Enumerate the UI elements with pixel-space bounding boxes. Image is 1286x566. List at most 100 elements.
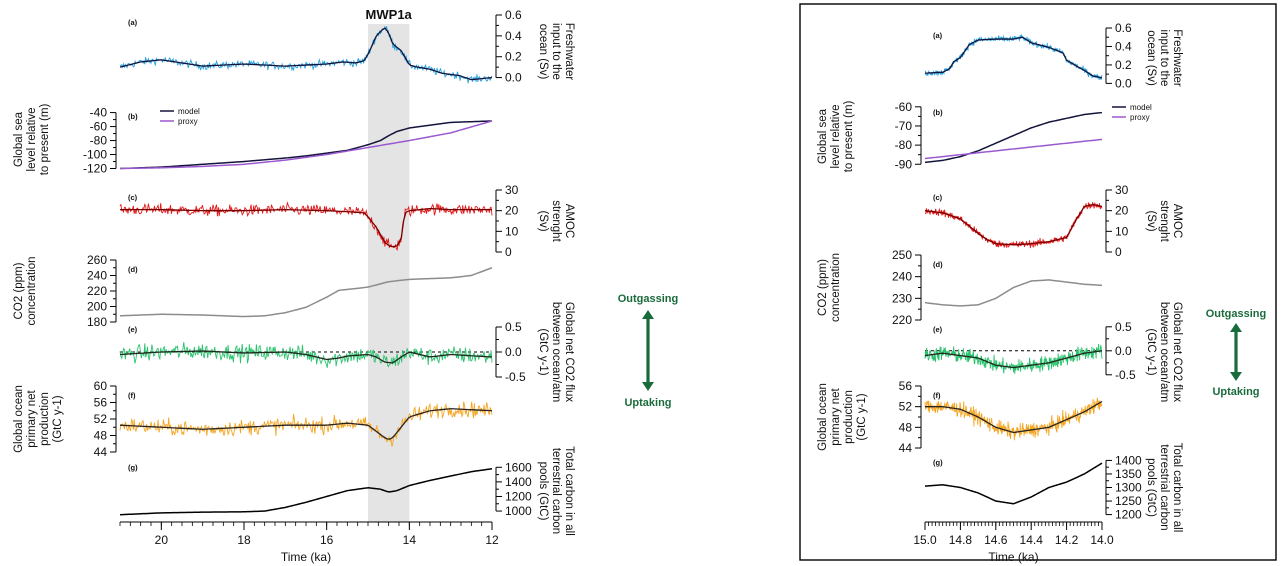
series-line	[924, 279, 1103, 307]
y-axis-label-line: (GtC y-1)	[52, 395, 64, 442]
y-tick-label: 230	[892, 291, 912, 305]
y-axis-label-line: primary net	[26, 389, 38, 447]
series-raw-line	[924, 34, 1103, 81]
y-tick-label: -120	[83, 162, 107, 176]
y-axis-label-line: pools (GtC)	[537, 462, 549, 521]
y-axis-label-line: CO2 (ppm)	[13, 262, 25, 319]
panel-left-a: 0.0 0.2 0.4 0.6 (a) Freshwaterinput to theoce…	[119, 8, 575, 85]
y-axis-label-line: production	[843, 390, 855, 444]
y-axis-label-line: (Sv)	[537, 210, 549, 231]
series-line-proxy	[924, 138, 1103, 160]
y-axis-label: Total carbon in allterrestrial carbonpoo…	[537, 446, 575, 536]
panel-letter: (e)	[128, 325, 138, 334]
highlight-band	[368, 24, 410, 522]
series-line	[120, 208, 492, 248]
y-axis-label-line: terrestrial carbon	[550, 448, 562, 534]
flux-direction-annotation: Outgassing Uptaking	[618, 293, 679, 409]
panel-letter: (g)	[933, 458, 943, 467]
y-tick-label: 10	[505, 224, 519, 238]
panel-left-f: 44 48 52 56 60 (f) Global oceanprimary netprod…	[13, 379, 493, 459]
series-line	[119, 468, 493, 516]
y-axis-label-line: CO2 (ppm)	[817, 259, 829, 316]
y-axis-label-line: pools (GtC)	[1145, 458, 1157, 517]
y-axis-label-line: Global ocean	[13, 385, 25, 453]
y-axis-label-line: AMOC	[563, 204, 575, 239]
panel-letter: (b)	[128, 112, 138, 121]
y-axis-label-line: primary net	[830, 387, 842, 445]
panel-right-f: 44 48 52 56 (f) Global oceanprimary netproduc…	[817, 379, 1103, 455]
y-axis-label-line: Global sea	[817, 108, 829, 164]
y-tick-label: 1200	[1115, 508, 1142, 522]
x-tick-label: 14.6	[984, 533, 1008, 547]
y-tick-label: 250	[892, 248, 912, 262]
y-axis-label: Global sealevel relativeto present (m)	[13, 104, 51, 176]
x-tick-label: 14	[403, 533, 417, 547]
y-axis-label-line: input to the	[1158, 30, 1170, 87]
y-tick-label: -60	[895, 100, 913, 114]
y-axis-label-line: Total carbon in all	[1171, 443, 1183, 533]
y-axis-label-line: Global net CO2 flux	[1171, 302, 1183, 403]
panel-letter: (e)	[933, 325, 943, 334]
y-tick-label: 56	[899, 379, 913, 393]
x-tick-label: 14.8	[949, 533, 973, 547]
y-tick-label: 1400	[505, 475, 532, 489]
y-axis-label: AMOCstrenght(Sv)	[537, 200, 575, 242]
panel-letter: (c)	[933, 193, 943, 202]
y-tick-label: 260	[87, 253, 107, 267]
legend-label: model	[178, 107, 200, 116]
arrow-down-head-icon	[1230, 372, 1242, 381]
series-line	[924, 462, 1103, 505]
y-tick-label: 48	[899, 420, 913, 434]
y-tick-label: 0.2	[505, 50, 522, 64]
highlight-label: MWP1a	[366, 7, 413, 22]
x-tick-label: 12	[485, 533, 499, 547]
uptaking-label: Uptaking	[624, 397, 671, 409]
panel-letter: (d)	[128, 265, 138, 274]
y-axis-label-line: (GtC y-1)	[537, 328, 549, 375]
series-line	[924, 350, 1103, 369]
y-tick-label: 0.0	[1115, 76, 1132, 90]
y-tick-label: 60	[94, 379, 108, 393]
y-tick-label: 0.6	[1115, 21, 1132, 35]
y-tick-label: 240	[87, 269, 107, 283]
series-line	[119, 350, 493, 364]
y-tick-label: -80	[895, 138, 913, 152]
series-raw-line	[924, 397, 1103, 441]
y-axis-label-line: AMOC	[1171, 204, 1183, 239]
panel-letter: (d)	[933, 260, 943, 269]
y-tick-label: -60	[90, 120, 108, 134]
y-axis-label: Freshwaterinput to theocean (Sv)	[537, 23, 575, 81]
y-tick-label: 1200	[505, 489, 532, 503]
y-tick-label: -40	[90, 106, 108, 120]
y-tick-label: 180	[87, 315, 107, 329]
chart-frame	[799, 3, 1277, 561]
series-line-proxy	[119, 120, 493, 170]
x-axis: 15.0 14.8 14.6 14.4 14.2 14.0 Time (ka)	[913, 521, 1114, 564]
panel-right-b: -90 -80 -70 -60 (b) Global sealevel relativet…	[817, 100, 1152, 172]
series-raw-line	[924, 202, 1103, 249]
y-axis-label-line: Global net CO2 flux	[563, 302, 575, 403]
y-tick-label: 1250	[1115, 494, 1142, 508]
series-line	[119, 408, 493, 440]
panel-letter: (b)	[933, 108, 943, 117]
legend-label: model	[1130, 103, 1152, 112]
y-axis-label-line: to present (m)	[39, 104, 51, 176]
y-axis-label-line: (Sv)	[1145, 210, 1157, 231]
outgassing-label: Outgassing	[618, 293, 679, 305]
y-tick-label: 56	[94, 396, 108, 410]
panel-letter: (c)	[128, 193, 138, 202]
panel-letter: (f)	[933, 391, 941, 400]
arrow-up-head-icon	[642, 310, 654, 319]
y-axis-label-line: (GtC y-1)	[856, 393, 868, 440]
y-axis-label: CO2 (ppm)concentration	[817, 253, 842, 322]
y-tick-label: -80	[90, 134, 108, 148]
y-tick-label: 30	[505, 183, 519, 197]
y-tick-label: 20	[505, 204, 519, 218]
panel-left-c: 0 10 20 30 (c) AMOCstrenght(Sv)	[119, 183, 575, 259]
y-tick-label: 48	[94, 429, 108, 443]
y-tick-label: 1400	[1115, 453, 1142, 467]
y-tick-label: 1600	[505, 460, 532, 474]
y-tick-label: 0.6	[505, 8, 522, 22]
